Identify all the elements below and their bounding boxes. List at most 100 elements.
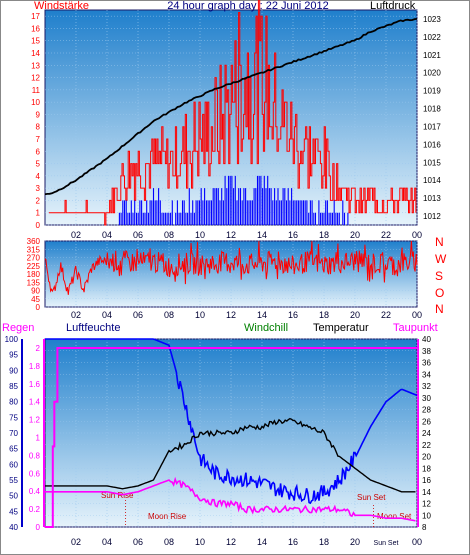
temperatur-tick-label: 20 xyxy=(422,453,431,462)
x-tick-label-bottom: 00 xyxy=(412,537,422,547)
temperatur-tick-label: 28 xyxy=(422,406,431,415)
temperatur-tick-label: 14 xyxy=(422,488,431,497)
windstaerke-tick-label: 6 xyxy=(36,147,41,156)
temperatur-line xyxy=(45,417,416,493)
x-tick-label-top: 14 xyxy=(257,230,267,240)
windstaerke-tick-label: 0 xyxy=(36,221,41,230)
luftdruck-line xyxy=(44,18,418,196)
temperatur-tick-label: 12 xyxy=(422,500,431,509)
compass-letter: W xyxy=(435,252,447,266)
windstaerke-tick-label: 1 xyxy=(36,209,41,218)
windstaerke-tick-label: 4 xyxy=(36,172,41,181)
regen-tick-label: 1 xyxy=(36,433,41,442)
x-tick-label-top: 20 xyxy=(350,230,360,240)
regen-tick-label: 0.8 xyxy=(29,451,41,460)
x-tick-label-top: 00 xyxy=(412,230,422,240)
luftfeuchte-tick-label: 100 xyxy=(5,335,19,344)
windstaerke-tick-label: 12 xyxy=(31,74,40,83)
x-tick-label-mid: 02 xyxy=(71,310,81,320)
luftdruck-tick-label: 1019 xyxy=(423,87,441,96)
luftfeuchte-tick-label: 45 xyxy=(9,507,18,516)
windrichtung-tick-label: 180 xyxy=(27,270,41,279)
x-tick-label-mid: 10 xyxy=(195,310,205,320)
x-tick-label-bottom: 06 xyxy=(133,537,143,547)
luftfeuchte-tick-label: 70 xyxy=(9,429,18,438)
luftfeuchte-tick-label: 80 xyxy=(9,398,18,407)
x-tick-label-bottom: 18 xyxy=(319,537,329,547)
luftdruck-tick-label: 1014 xyxy=(423,176,441,185)
luftdruck-tick-label: 1012 xyxy=(423,212,441,221)
luftfeuchte-tick-label: 95 xyxy=(9,351,18,360)
temperatur-tick-label: 22 xyxy=(422,441,431,450)
x-tick-label-bottom: 08 xyxy=(164,537,174,547)
temperatur-tick-label: 16 xyxy=(422,476,431,485)
taupunkt-line xyxy=(45,476,416,522)
temperatur-tick-label: 26 xyxy=(422,417,431,426)
windstaerke-line xyxy=(48,0,417,226)
x-tick-label-bottom: Sun Set xyxy=(374,540,399,547)
luftfeuchte-tick-label: 60 xyxy=(9,460,18,469)
windrichtung-tick-label: 45 xyxy=(31,295,40,304)
temperatur-label: Temperatur xyxy=(313,322,369,334)
windstaerke-tick-label: 8 xyxy=(36,123,41,132)
temperatur-tick-label: 8 xyxy=(422,523,427,532)
windstaerke-tick-label: 16 xyxy=(31,24,40,33)
compass-letter: N xyxy=(435,235,444,249)
windrichtung-tick-label: 0 xyxy=(36,303,41,312)
windstaerke-tick-label: 14 xyxy=(31,49,40,58)
x-tick-label-mid: 16 xyxy=(288,310,298,320)
x-tick-label-top: 16 xyxy=(288,230,298,240)
temperatur-tick-label: 32 xyxy=(422,382,431,391)
regen-tick-label: 1.8 xyxy=(29,362,41,371)
temperatur-tick-label: 24 xyxy=(422,429,431,438)
windstaerke-tick-label: 7 xyxy=(36,135,41,144)
x-tick-label-mid: 22 xyxy=(381,310,391,320)
x-tick-label-bottom: 20 xyxy=(350,537,360,547)
luftfeuchte-tick-label: 55 xyxy=(9,476,18,485)
x-tick-label-bottom: 10 xyxy=(195,537,205,547)
temperatur-tick-label: 30 xyxy=(422,394,431,403)
chart-marks: 0202020404040606060808081010101212121414… xyxy=(5,0,447,547)
luftfeuchte-tick-label: 65 xyxy=(9,445,18,454)
x-tick-label-top: 04 xyxy=(102,230,112,240)
windstaerke-tick-label: 13 xyxy=(31,61,40,70)
windrichtung-tick-label: 225 xyxy=(27,262,41,271)
regen-line xyxy=(45,347,417,528)
windstaerke-label: Windstärke xyxy=(34,0,89,12)
windstaerke-tick-label: 10 xyxy=(31,98,40,107)
luftfeuchte-tick-label: 75 xyxy=(9,413,18,422)
x-tick-label-mid: 14 xyxy=(257,310,267,320)
taupunkt-label: Taupunkt xyxy=(393,322,438,334)
luftfeuchte-tick-label: 90 xyxy=(9,366,18,375)
windrichtung-tick-label: 90 xyxy=(31,287,40,296)
windrichtung-line xyxy=(44,240,418,295)
x-tick-label-top: 12 xyxy=(226,230,236,240)
windstaerke-tick-label: 9 xyxy=(36,110,41,119)
x-tick-label-mid: 06 xyxy=(133,310,143,320)
regen-tick-label: 0.6 xyxy=(29,469,41,478)
windrichtung-tick-label: 315 xyxy=(27,245,41,254)
luftdruck-tick-label: 1022 xyxy=(423,33,441,42)
windboeen-line xyxy=(118,175,349,225)
windstaerke-tick-label: 2 xyxy=(36,196,41,205)
sun-rise-annotation: Sun Rise xyxy=(101,491,134,500)
x-tick-label-mid: 00 xyxy=(412,310,422,320)
luftfeuchte-label: Luftfeuchte xyxy=(66,322,120,334)
x-tick-label-bottom: 12 xyxy=(226,537,236,547)
x-tick-label-mid: 08 xyxy=(164,310,174,320)
x-tick-label-bottom: 16 xyxy=(288,537,298,547)
regen-tick-label: 1.6 xyxy=(29,380,41,389)
chart-title: 24 hour graph day : 22 Juni 2012 xyxy=(167,0,328,12)
temperatur-tick-label: 40 xyxy=(422,335,431,344)
luftfeuchte-tick-label: 85 xyxy=(9,382,18,391)
temperatur-tick-label: 10 xyxy=(422,511,431,520)
compass-letter: N xyxy=(435,302,444,316)
luftdruck-tick-label: 1018 xyxy=(423,105,441,114)
moon-set-annotation: Moon Set xyxy=(377,512,412,521)
windstaerke-tick-label: 11 xyxy=(32,86,41,95)
x-tick-label-mid: 20 xyxy=(350,310,360,320)
regen-tick-label: 0.2 xyxy=(29,505,41,514)
x-tick-label-bottom: 14 xyxy=(257,537,267,547)
windstaerke-tick-label: 15 xyxy=(31,37,40,46)
